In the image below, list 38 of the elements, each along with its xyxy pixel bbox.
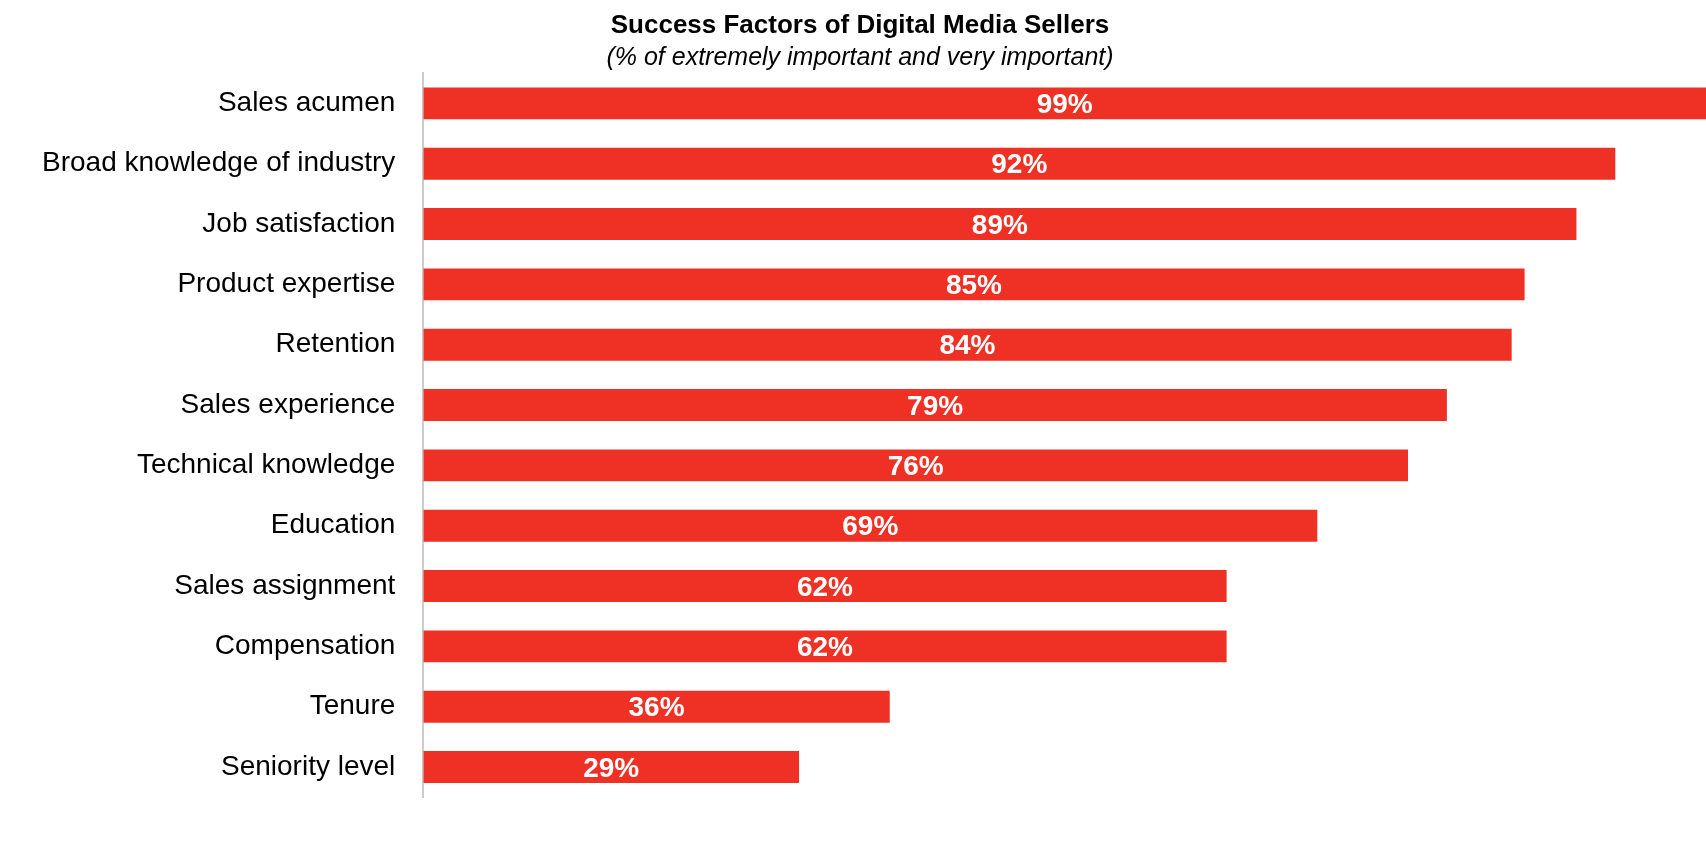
bar xyxy=(423,328,1512,361)
data-label: 62% xyxy=(796,570,854,602)
y-tick-label: Technical knowledge xyxy=(136,448,396,480)
y-tick-label: Sales experience xyxy=(180,387,396,419)
y-tick-label: Compensation xyxy=(214,629,396,661)
bar xyxy=(423,147,1616,180)
y-tick-label: Tenure xyxy=(309,689,396,721)
y-tick-label: Sales assignment xyxy=(174,568,396,600)
bar xyxy=(423,208,1577,241)
bar xyxy=(423,690,890,723)
y-tick-label: Product expertise xyxy=(177,267,396,299)
y-tick-label: Job satisfaction xyxy=(202,206,396,238)
y-tick-label: Sales acumen xyxy=(217,86,396,118)
bar xyxy=(423,87,1706,120)
bar xyxy=(423,449,1408,482)
y-tick-label: Retention xyxy=(275,327,396,359)
data-label: 76% xyxy=(887,450,944,482)
data-label: 85% xyxy=(945,269,1003,301)
data-label: 36% xyxy=(628,691,685,723)
data-label: 29% xyxy=(583,751,640,783)
y-tick-label: Broad knowledge of industry xyxy=(41,146,396,178)
chart-title: Success Factors of Digital Media Sellers xyxy=(610,8,1110,39)
chart-subtitle: (% of extremely important and very important) xyxy=(606,42,1114,71)
data-label: 84% xyxy=(939,329,996,361)
bar xyxy=(423,570,1227,603)
data-label: 99% xyxy=(1036,88,1093,120)
bar xyxy=(423,389,1447,422)
bar xyxy=(423,751,800,784)
bar xyxy=(423,509,1318,542)
bar xyxy=(423,268,1525,301)
data-label: 89% xyxy=(971,208,1028,240)
y-tick-label: Seniority level xyxy=(221,749,396,781)
data-label: 69% xyxy=(842,510,899,542)
data-label: 79% xyxy=(907,389,964,421)
bar xyxy=(423,630,1227,663)
data-label: 62% xyxy=(796,631,854,663)
y-tick-label: Education xyxy=(270,508,396,540)
data-label: 92% xyxy=(991,148,1048,180)
